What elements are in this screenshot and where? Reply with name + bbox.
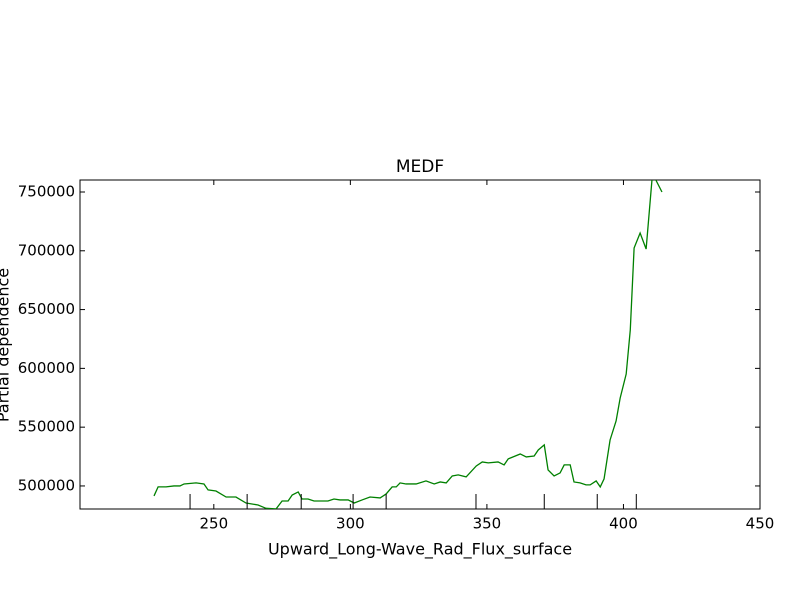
y-tick-label: 700000 [18, 241, 75, 259]
y-tick-label: 650000 [18, 300, 75, 318]
y-axis-label: Partial dependence [0, 268, 13, 422]
x-tick-label: 400 [609, 515, 638, 533]
x-tick-label: 450 [746, 515, 775, 533]
y-tick-label: 750000 [18, 182, 75, 200]
plot-frame [79, 179, 761, 510]
line [153, 180, 663, 509]
x-axis-label: Upward_Long-Wave_Rad_Flux_surface [268, 540, 572, 560]
plot-area [153, 180, 663, 509]
chart-title: MEDF [396, 157, 444, 177]
y-tick-label: 500000 [18, 476, 75, 494]
x-tick-label: 250 [199, 515, 228, 533]
y-tick-label: 600000 [18, 359, 75, 377]
y-tick-label: 550000 [18, 418, 75, 436]
x-tick-label: 300 [336, 515, 365, 533]
x-tick-label: 350 [473, 515, 502, 533]
